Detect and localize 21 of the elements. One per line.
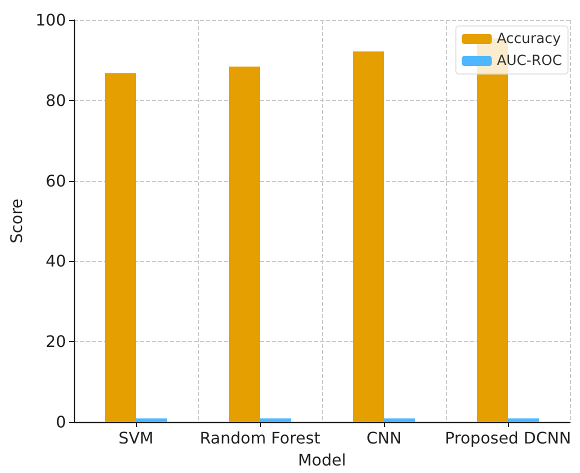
bar: [260, 418, 291, 422]
y-tick-label: 100: [35, 10, 66, 30]
bar: [229, 66, 260, 422]
bar: [105, 73, 136, 422]
x-tick-label: SVM: [118, 428, 154, 448]
bar: [136, 418, 167, 422]
bar: [384, 418, 415, 422]
x-tick-label: CNN: [366, 428, 402, 448]
y-tick-label: 80: [46, 90, 66, 110]
y-tick-label: 0: [56, 412, 66, 432]
y-axis-title: Score: [7, 198, 26, 244]
x-tick-label: Proposed DCNN: [444, 428, 572, 448]
y-tick-label: 60: [46, 171, 66, 190]
x-tick-label: Random Forest: [200, 428, 320, 448]
legend-label: AUC-ROC: [496, 53, 562, 69]
x-axis-title: Model: [298, 450, 346, 470]
y-tick-label: 40: [46, 252, 66, 271]
legend-label: Accuracy: [496, 31, 561, 47]
bar: [353, 51, 384, 422]
y-tick-label: 20: [46, 332, 66, 352]
bar: [508, 418, 539, 422]
